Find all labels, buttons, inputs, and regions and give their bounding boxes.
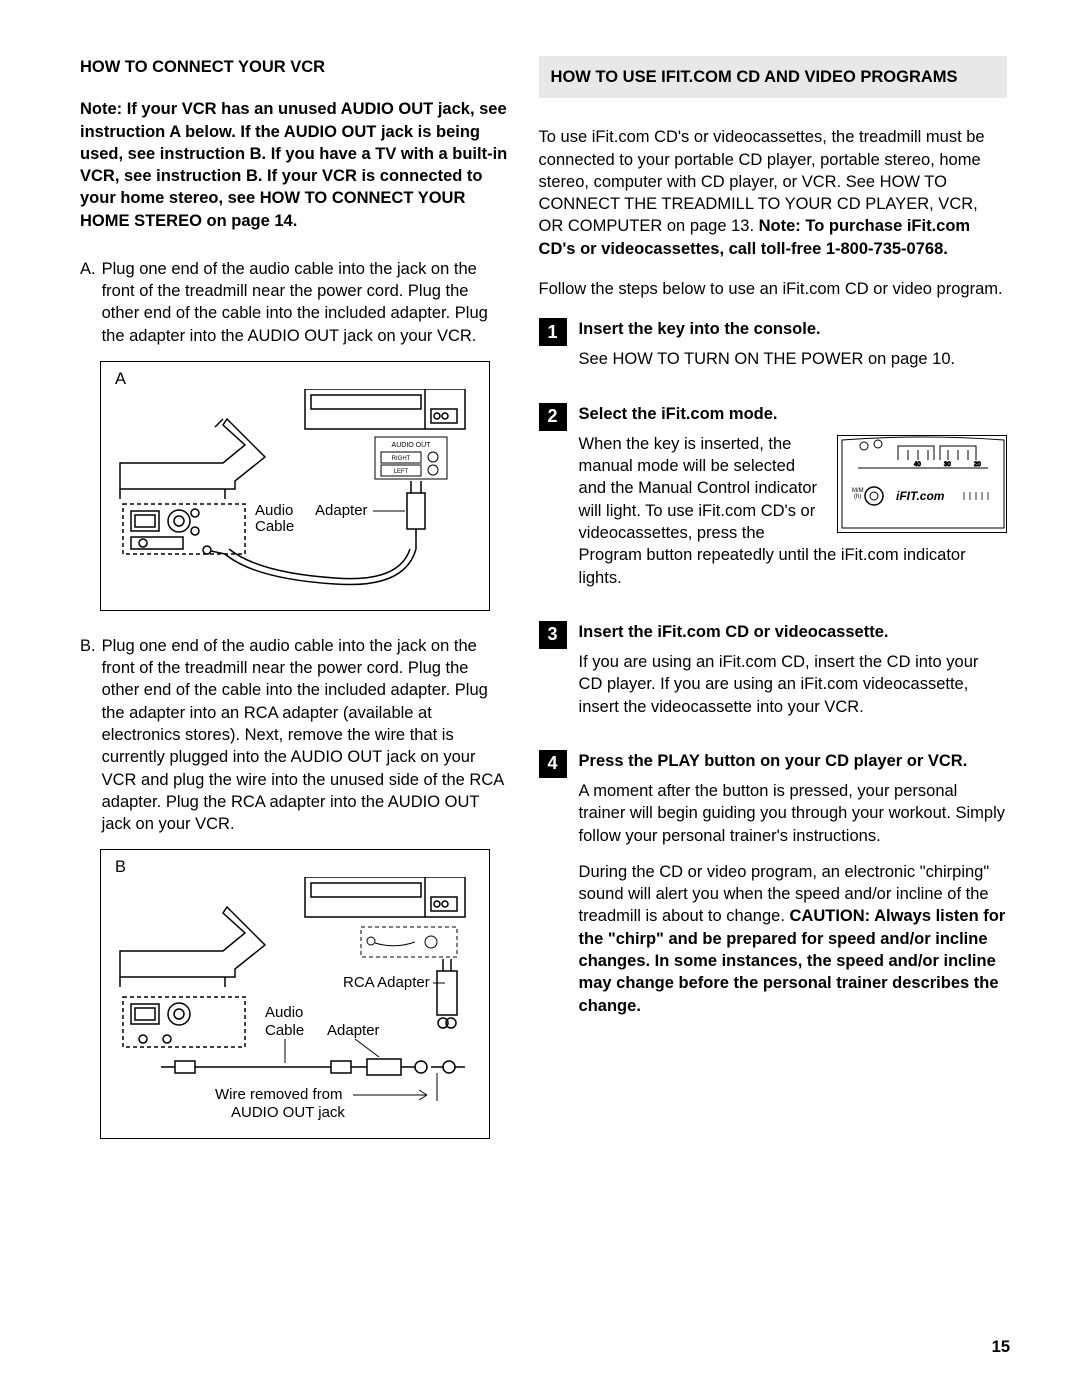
step-3-head: Insert the iFit.com CD or videocassette. bbox=[579, 621, 1007, 643]
left-note: Note: If your VCR has an unused AUDIO OU… bbox=[80, 98, 511, 232]
left-heading: HOW TO CONNECT YOUR VCR bbox=[80, 56, 511, 78]
audio-out-label: AUDIO OUT bbox=[392, 442, 432, 449]
wire-removed-label-1: Wire removed from bbox=[215, 1086, 343, 1103]
svg-text:RIGHT: RIGHT bbox=[392, 456, 411, 462]
instruction-a: A. Plug one end of the audio cable into … bbox=[80, 258, 511, 347]
step-2-body: 40 30 20 M/M (h) iFIT.com bbox=[579, 433, 1007, 589]
step-4: 4 Press the PLAY button on your CD playe… bbox=[539, 750, 1007, 1031]
right-section-head: HOW TO USE IFIT.COM CD AND VIDEO PROGRAM… bbox=[539, 56, 1007, 98]
right-intro2: Follow the steps below to use an iFit.co… bbox=[539, 278, 1007, 300]
adapter-label: Adapter bbox=[315, 502, 368, 519]
wire-removed-label-2: AUDIO OUT jack bbox=[231, 1104, 345, 1121]
figure-b: B bbox=[100, 849, 490, 1139]
manual-page: HOW TO CONNECT YOUR VCR Note: If your VC… bbox=[0, 0, 1080, 1203]
svg-text:(h): (h) bbox=[854, 494, 861, 500]
step-4-body1: A moment after the button is pressed, yo… bbox=[579, 780, 1007, 847]
figure-b-label: B bbox=[115, 858, 479, 877]
step-4-body2: During the CD or video program, an elect… bbox=[579, 861, 1007, 1017]
left-column: HOW TO CONNECT YOUR VCR Note: If your VC… bbox=[80, 56, 511, 1163]
instruction-a-body: Plug one end of the audio cable into the… bbox=[102, 258, 511, 347]
instruction-b-body: Plug one end of the audio cable into the… bbox=[102, 635, 511, 835]
step-4-head: Press the PLAY button on your CD player … bbox=[579, 750, 1007, 772]
instruction-b: B. Plug one end of the audio cable into … bbox=[80, 635, 511, 835]
svg-text:LEFT: LEFT bbox=[394, 469, 409, 475]
step-3-body: If you are using an iFit.com CD, insert … bbox=[579, 651, 1007, 718]
step-2-number: 2 bbox=[539, 403, 567, 431]
step-1: 1 Insert the key into the console. See H… bbox=[539, 318, 1007, 385]
marker-a: A. bbox=[80, 258, 96, 347]
marker-b: B. bbox=[80, 635, 96, 835]
right-column: HOW TO USE IFIT.COM CD AND VIDEO PROGRAM… bbox=[539, 56, 1007, 1163]
right-intro1: To use iFit.com CD's or videocassettes, … bbox=[539, 126, 1007, 260]
audio-cable-label: Audio bbox=[255, 502, 293, 519]
figure-a-label: A bbox=[115, 370, 479, 389]
step-1-body: See HOW TO TURN ON THE POWER on page 10. bbox=[579, 348, 1007, 370]
ifit-logo-label: iFIT.com bbox=[896, 489, 945, 503]
step-4-number: 4 bbox=[539, 750, 567, 778]
step-1-head: Insert the key into the console. bbox=[579, 318, 1007, 340]
page-number: 15 bbox=[992, 1338, 1010, 1357]
figure-a-diagram: AUDIO OUT RIGHT LEFT Audio Cable bbox=[115, 389, 475, 609]
svg-text:Adapter: Adapter bbox=[327, 1022, 380, 1039]
step-1-number: 1 bbox=[539, 318, 567, 346]
svg-text:Audio: Audio bbox=[265, 1004, 303, 1021]
svg-text:40: 40 bbox=[914, 462, 921, 468]
svg-text:30: 30 bbox=[944, 462, 951, 468]
step-2: 2 Select the iFit.com mode. bbox=[539, 403, 1007, 603]
svg-text:Cable: Cable bbox=[255, 518, 294, 535]
svg-text:20: 20 bbox=[974, 462, 981, 468]
step-3: 3 Insert the iFit.com CD or videocassett… bbox=[539, 621, 1007, 732]
rca-adapter-label: RCA Adapter bbox=[343, 974, 430, 991]
step-3-number: 3 bbox=[539, 621, 567, 649]
svg-text:Cable: Cable bbox=[265, 1022, 304, 1039]
figure-a: A bbox=[100, 361, 490, 611]
figure-b-diagram: RCA Adapter Audio Cable Adapter bbox=[115, 877, 475, 1137]
console-figure: 40 30 20 M/M (h) iFIT.com bbox=[837, 435, 1007, 533]
step-2-head: Select the iFit.com mode. bbox=[579, 403, 1007, 425]
